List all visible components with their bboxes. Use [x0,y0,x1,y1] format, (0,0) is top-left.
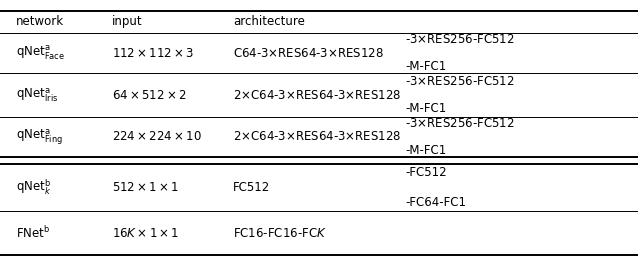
Text: architecture: architecture [233,15,305,28]
Text: $112 \times 112 \times 3$: $112 \times 112 \times 3$ [112,47,194,60]
Text: qNet$^{\mathrm{b}}_{k}$: qNet$^{\mathrm{b}}_{k}$ [16,178,51,197]
Text: -FC64-FC1: -FC64-FC1 [405,196,466,209]
Text: -FC512: -FC512 [405,167,447,179]
Text: -M-FC1: -M-FC1 [405,144,447,157]
Text: -3$\times$RES256-FC512: -3$\times$RES256-FC512 [405,34,515,46]
Text: 2$\times$C64-3$\times$RES64-3$\times$RES128: 2$\times$C64-3$\times$RES64-3$\times$RES… [233,131,401,143]
Text: qNet$^{\mathrm{a}}_{\mathrm{Iris}}$: qNet$^{\mathrm{a}}_{\mathrm{Iris}}$ [16,86,58,104]
Text: FC16-FC16-FC$K$: FC16-FC16-FC$K$ [233,227,327,240]
Text: $64 \times 512 \times 2$: $64 \times 512 \times 2$ [112,89,186,102]
Text: qNet$^{\mathrm{a}}_{\mathrm{Face}}$: qNet$^{\mathrm{a}}_{\mathrm{Face}}$ [16,44,65,62]
Text: network: network [16,15,64,28]
Text: 2$\times$C64-3$\times$RES64-3$\times$RES128: 2$\times$C64-3$\times$RES64-3$\times$RES… [233,89,401,102]
Text: FC512: FC512 [233,181,270,194]
Text: -3$\times$RES256-FC512: -3$\times$RES256-FC512 [405,75,515,88]
Text: FNet$^{\mathrm{b}}$: FNet$^{\mathrm{b}}$ [16,226,50,241]
Text: $224 \times 224 \times 10$: $224 \times 224 \times 10$ [112,131,202,143]
Text: $16K \times 1 \times 1$: $16K \times 1 \times 1$ [112,227,179,240]
Text: $512 \times 1 \times 1$: $512 \times 1 \times 1$ [112,181,179,194]
Text: -M-FC1: -M-FC1 [405,60,447,73]
Text: input: input [112,15,142,28]
Text: -M-FC1: -M-FC1 [405,102,447,115]
Text: qNet$^{\mathrm{a}}_{\mathrm{Fing}}$: qNet$^{\mathrm{a}}_{\mathrm{Fing}}$ [16,127,63,147]
Text: -3$\times$RES256-FC512: -3$\times$RES256-FC512 [405,117,515,130]
Text: C64-3$\times$RES64-3$\times$RES128: C64-3$\times$RES64-3$\times$RES128 [233,47,383,60]
